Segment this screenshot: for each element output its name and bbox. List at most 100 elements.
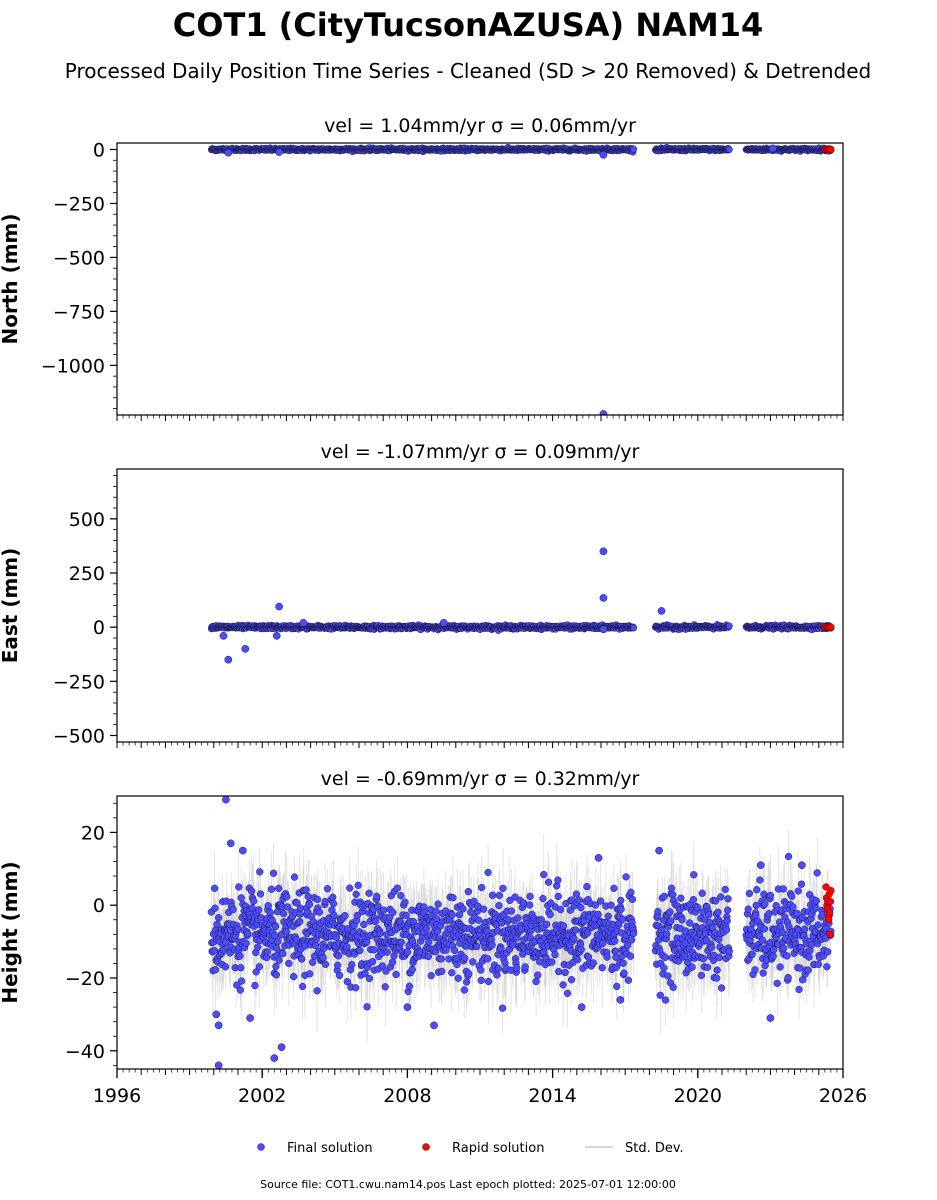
y-tick-label: −250	[53, 193, 105, 215]
final-point	[237, 977, 246, 985]
y-tick-label: −750	[53, 301, 105, 323]
final-point	[296, 917, 304, 926]
final-point	[320, 944, 328, 952]
final-point-outlier	[439, 618, 448, 627]
final-point-outlier	[272, 631, 281, 640]
final-point	[266, 909, 274, 917]
final-point	[254, 943, 262, 951]
final-point	[283, 892, 291, 901]
final-point	[305, 900, 314, 909]
final-point	[222, 938, 230, 947]
final-point	[308, 958, 317, 966]
final-point	[725, 146, 733, 153]
final-point	[269, 869, 278, 877]
final-point	[254, 906, 263, 914]
panel-title-height: vel = -0.69mm/yr σ = 0.32mm/yr	[321, 768, 640, 790]
final-point-outlier	[224, 655, 233, 664]
final-point	[279, 950, 287, 958]
final-point	[256, 868, 264, 876]
final-point	[329, 893, 337, 901]
final-point	[304, 892, 312, 901]
final-point-outlier	[768, 144, 777, 153]
axes-frame-east	[116, 468, 844, 743]
axes-frame-north	[116, 142, 844, 416]
final-point-outlier	[299, 618, 308, 627]
final-point-outlier	[224, 148, 233, 157]
figure-title: COT1 (CityTucsonAZUSA) NAM14	[173, 6, 763, 44]
final-point-outlier	[275, 602, 283, 611]
final-point	[210, 884, 219, 892]
final-point	[252, 968, 260, 976]
final-point	[319, 954, 327, 962]
figure-subtitle: Processed Daily Position Time Series - C…	[65, 59, 871, 83]
final-point	[296, 904, 305, 912]
panel-title-north: vel = 1.04mm/yr σ = 0.06mm/yr	[324, 115, 636, 137]
y-axis-label-height: Height (mm)	[0, 861, 22, 1003]
final-point	[211, 966, 220, 974]
panel-title-east: vel = -1.07mm/yr σ = 0.09mm/yr	[321, 441, 640, 463]
final-point	[250, 897, 258, 905]
data-east	[207, 547, 835, 664]
final-point	[290, 873, 299, 881]
final-point	[272, 971, 280, 979]
final-point	[275, 884, 283, 892]
final-point	[264, 902, 272, 910]
y-axis-label-east: East (mm)	[0, 548, 22, 664]
final-point-outlier	[275, 148, 283, 156]
final-point-outlier	[599, 625, 608, 634]
final-point	[282, 927, 291, 936]
final-point	[313, 987, 321, 995]
y-tick-label: 500	[69, 509, 105, 531]
final-point	[229, 905, 237, 914]
final-point	[248, 887, 256, 895]
y-tick-label: 0	[93, 617, 105, 639]
final-point-outlier	[241, 644, 250, 653]
final-point	[302, 886, 310, 894]
y-axis-label-north: North (mm)	[0, 213, 22, 344]
final-point	[256, 890, 265, 898]
final-point	[285, 959, 293, 968]
final-point	[233, 981, 241, 989]
final-point	[244, 930, 252, 938]
final-point-outlier	[657, 607, 666, 615]
panel-east: vel = -1.07mm/yr σ = 0.09mm/yr East (mm) 5…	[0, 441, 844, 748]
final-point	[315, 908, 324, 916]
final-point	[236, 986, 245, 994]
y-tick-label: −500	[53, 726, 105, 748]
rapid-point	[827, 145, 835, 154]
final-point	[725, 622, 733, 630]
final-point	[210, 946, 218, 955]
final-point	[630, 624, 638, 632]
final-point-outlier	[219, 631, 228, 640]
y-tick-label: 250	[69, 563, 105, 585]
final-point	[267, 885, 276, 893]
final-point	[263, 948, 272, 956]
final-point	[275, 956, 283, 964]
final-point	[290, 972, 298, 981]
final-point	[283, 903, 292, 911]
y-tick-label: −250	[53, 671, 105, 693]
final-point	[251, 981, 259, 990]
final-point	[214, 914, 223, 922]
data-height	[207, 796, 835, 1069]
final-point	[323, 885, 332, 893]
y-tick-label: −1000	[41, 355, 105, 377]
panel-height: vel = -0.69mm/yr σ = 0.32mm/yr Height (mm…	[0, 768, 867, 1107]
final-point	[630, 145, 638, 153]
final-point	[321, 897, 329, 906]
final-point	[306, 970, 314, 978]
final-point	[298, 982, 307, 991]
final-point-outlier	[599, 594, 608, 602]
y-tick-label: −500	[53, 247, 105, 269]
final-point	[237, 894, 245, 902]
final-point-outlier	[599, 151, 608, 159]
final-point	[242, 939, 250, 947]
final-point	[271, 922, 280, 931]
final-point	[298, 955, 306, 963]
final-point	[272, 962, 280, 971]
final-point	[211, 904, 219, 912]
data-north	[207, 143, 835, 415]
final-point-outlier	[599, 547, 608, 556]
panels: vel = 1.04mm/yr σ = 0.06mm/yr North (mm) 0…	[0, 115, 867, 1107]
final-point	[235, 883, 243, 891]
